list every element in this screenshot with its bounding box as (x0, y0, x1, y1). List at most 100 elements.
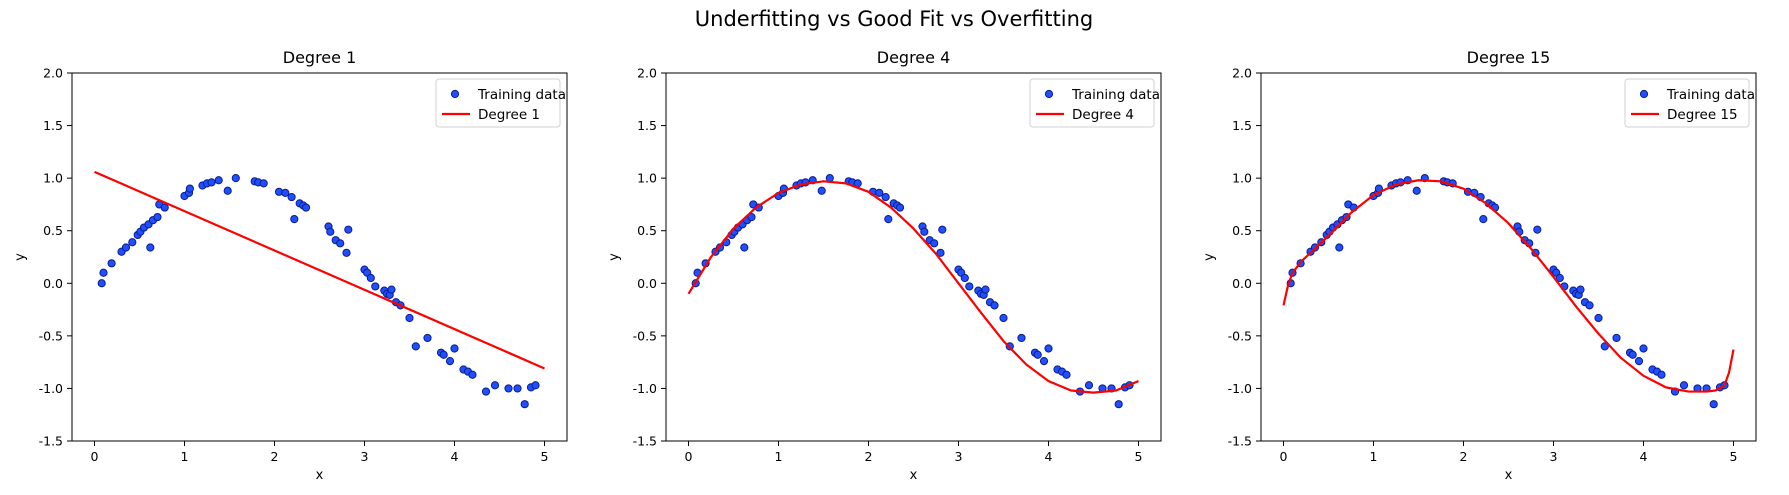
data-point (1062, 370, 1071, 379)
data-point (342, 248, 351, 257)
y-tick-label: -1.5 (39, 434, 63, 449)
data-point (468, 370, 477, 379)
data-point (336, 239, 345, 248)
data-point (1657, 370, 1666, 379)
x-tick-label: 0 (91, 449, 99, 464)
data-point (185, 184, 194, 193)
y-tick-label: 1.5 (1232, 118, 1252, 133)
legend-label: Degree 1 (478, 107, 540, 123)
axes-frame (665, 72, 1162, 442)
y-axis-label: y (1202, 253, 1217, 261)
data-point (920, 227, 929, 236)
y-axis-label: y (607, 253, 622, 261)
data-point (259, 179, 268, 188)
data-point (223, 186, 232, 195)
x-tick-label: 5 (1730, 449, 1738, 464)
x-tick-label: 3 (955, 449, 963, 464)
legend-label: Degree 15 (1667, 107, 1738, 123)
data-point (290, 215, 299, 224)
data-point (884, 215, 893, 224)
data-point (531, 381, 540, 390)
legend-label: Training data (1071, 87, 1160, 103)
data-point (1044, 344, 1053, 353)
data-point (936, 248, 945, 257)
data-point (439, 350, 448, 359)
data-point (1412, 186, 1421, 195)
legend-marker-scatter (1044, 89, 1054, 99)
axes-frame (71, 72, 568, 442)
data-point (371, 282, 380, 291)
data-point (817, 186, 826, 195)
data-point (450, 344, 459, 353)
data-point (405, 313, 414, 323)
data-point (965, 282, 974, 291)
data-point (366, 273, 375, 283)
legend-label: Degree 4 (1072, 107, 1134, 123)
series-fit-line (1282, 179, 1735, 393)
data-point (1533, 225, 1542, 234)
y-tick-label: 2.0 (637, 66, 657, 81)
y-tick-label: -1.0 (1228, 381, 1252, 396)
y-tick-label: -0.5 (39, 328, 63, 343)
data-point (938, 225, 947, 234)
data-point (160, 203, 169, 212)
legend: Training data Degree 1 (435, 78, 566, 128)
chart-title: Degree 4 (877, 48, 951, 67)
y-tick-label: 1.5 (637, 118, 657, 133)
data-point (387, 285, 396, 294)
data-point (481, 387, 491, 396)
x-tick-label: 1 (181, 449, 189, 464)
legend-marker-scatter (1639, 89, 1649, 99)
data-point (504, 384, 513, 393)
data-point (423, 333, 432, 343)
data-point (1639, 344, 1648, 353)
y-tick-label: 0.5 (1232, 223, 1252, 238)
chart-panel-3: Degree 15 0 1 2 3 4 5 -1.5 -1.0 -0.5 0.0 0.5 1.0 1.5 2… (1202, 48, 1757, 483)
legend: Training data Degree 15 (1624, 78, 1755, 128)
series-fit-line (94, 170, 545, 370)
plot-area (94, 170, 545, 409)
data-point (344, 225, 353, 234)
data-point (895, 203, 905, 212)
x-tick-label: 4 (1045, 449, 1053, 464)
x-tick-label: 2 (865, 449, 873, 464)
chart-panel-2: Degree 4 0 1 2 3 4 5 -1.5 -1.0 -0.5 0.0 0.5 1.0 1.5 2.… (607, 48, 1162, 483)
data-point (445, 356, 455, 366)
data-point (999, 313, 1008, 323)
data-point (214, 176, 223, 185)
x-axis-label: x (316, 468, 324, 483)
x-tick-label: 3 (1550, 449, 1558, 464)
data-point (1585, 301, 1594, 310)
series-training-data (691, 174, 1134, 409)
data-point (97, 279, 106, 288)
data-point (287, 192, 296, 202)
series-fit-line (687, 180, 1139, 394)
data-point (960, 273, 969, 283)
y-tick-label: 1.0 (43, 171, 63, 186)
y-tick-label: 2.0 (43, 66, 63, 81)
data-point (1600, 342, 1609, 351)
data-point (1709, 400, 1718, 409)
data-point (1084, 381, 1094, 390)
y-tick-label: -1.0 (633, 381, 657, 396)
data-point (1634, 356, 1644, 366)
figure-suptitle: Underfitting vs Good Fit vs Overfitting (695, 7, 1093, 31)
y-tick-label: 0.0 (1232, 276, 1252, 291)
data-point (875, 188, 884, 197)
y-tick-label: 1.0 (637, 171, 657, 186)
y-tick-label: -0.5 (1228, 328, 1252, 343)
plot-area (1282, 174, 1735, 409)
y-tick-label: 0.0 (637, 276, 657, 291)
data-point (1335, 243, 1344, 252)
x-tick-label: 1 (1370, 449, 1378, 464)
x-axis-label: x (910, 468, 918, 483)
data-point (520, 400, 529, 409)
legend-label: Training data (1666, 87, 1755, 103)
y-tick-label: 0.5 (43, 223, 63, 238)
x-tick-label: 3 (361, 449, 369, 464)
x-tick-label: 4 (451, 449, 459, 464)
data-point (747, 212, 756, 222)
data-point (990, 301, 999, 310)
